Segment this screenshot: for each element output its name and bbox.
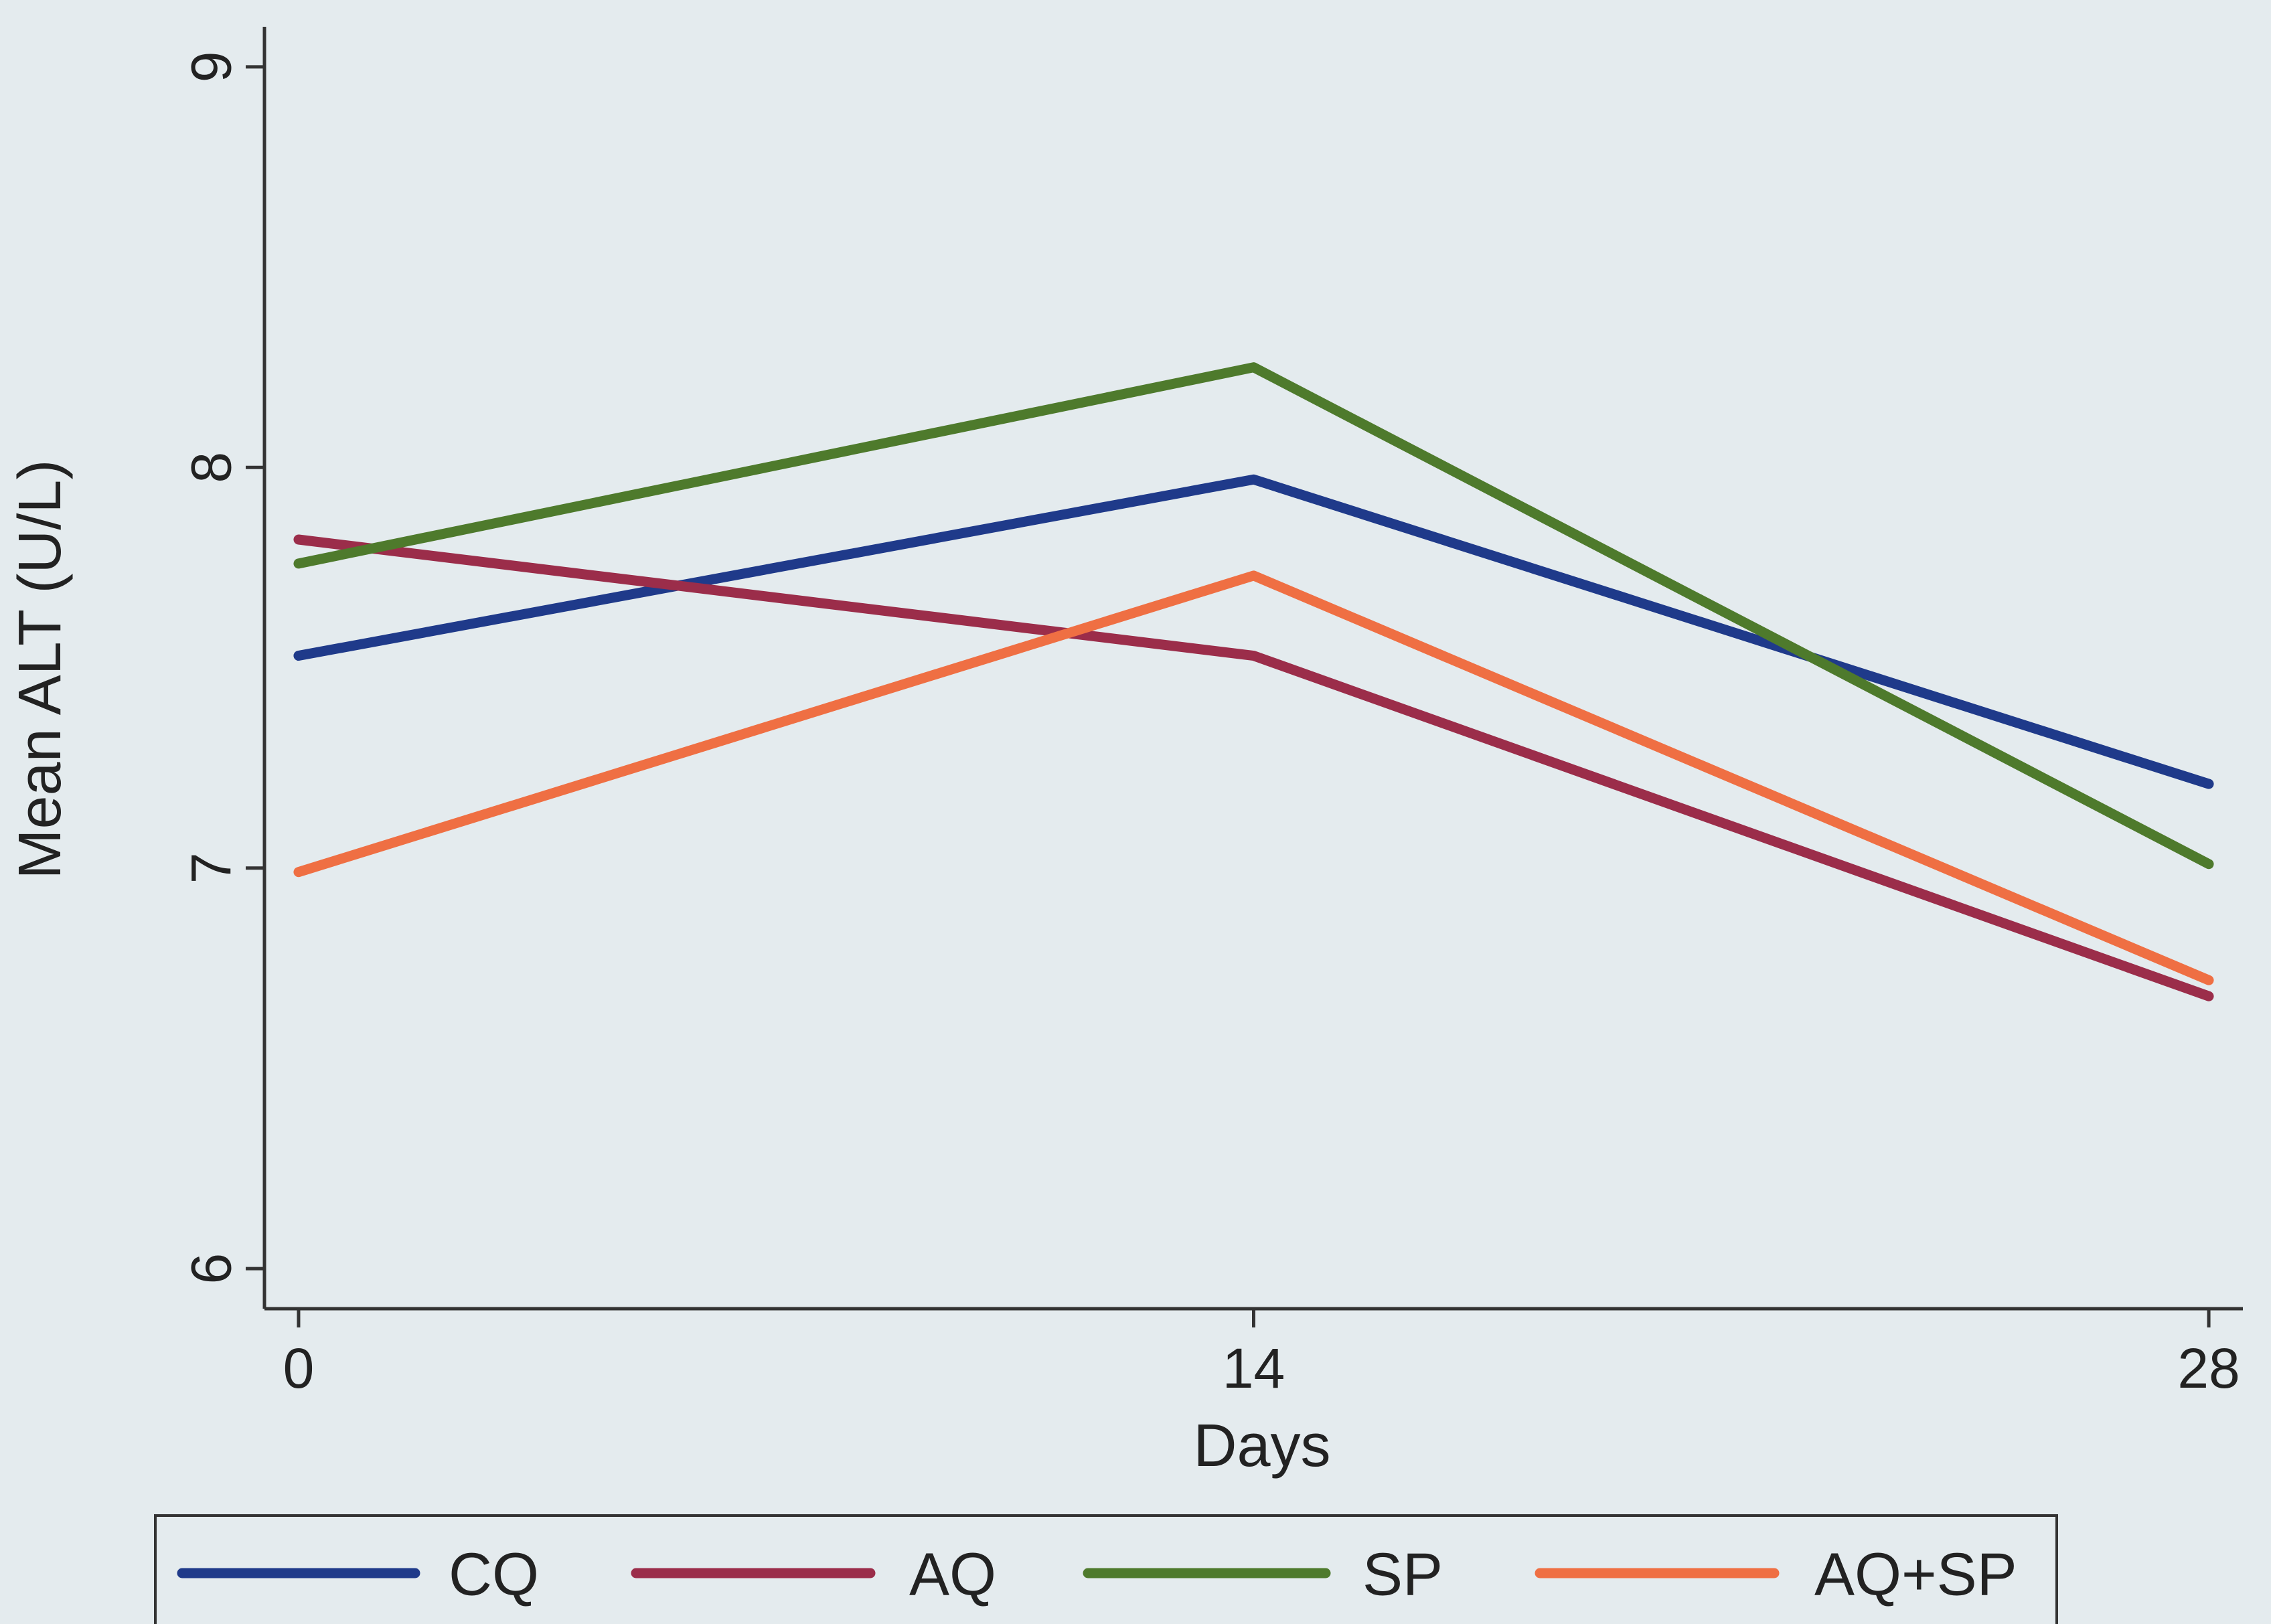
y-ticks: 6 7 8 9 — [179, 51, 264, 1285]
legend-items: CQ AQ SP AQ+SP — [177, 1541, 2017, 1608]
series-line-aq — [293, 534, 2214, 1001]
y-tick-label: 6 — [179, 1253, 242, 1285]
x-tick-label: 28 — [2177, 1337, 2240, 1400]
legend-label-aq: AQ — [909, 1541, 996, 1608]
legend: CQ AQ SP AQ+SP — [154, 1514, 2058, 1624]
y-axis-title: Mean ALT (U/L) — [7, 460, 74, 880]
x-ticks: 0 14 28 — [283, 1309, 2240, 1400]
x-tick-label: 0 — [283, 1337, 315, 1400]
axes: 6 7 8 9 0 14 28 — [179, 27, 2243, 1400]
legend-label-sp: SP — [1362, 1541, 1443, 1608]
x-axis-title: Days — [1193, 1412, 1330, 1479]
x-tick-label: 14 — [1223, 1337, 1285, 1400]
y-tick-label: 8 — [179, 452, 242, 483]
series-line-aq-sp — [293, 570, 2214, 985]
legend-label-aq-sp: AQ+SP — [1814, 1541, 2017, 1608]
y-tick-label: 7 — [179, 852, 242, 884]
series-line-sp — [293, 362, 2214, 870]
legend-label-cq: CQ — [449, 1541, 539, 1608]
series-lines — [293, 362, 2214, 1001]
series-line-cq — [293, 474, 2214, 789]
y-tick-label: 9 — [179, 51, 242, 82]
